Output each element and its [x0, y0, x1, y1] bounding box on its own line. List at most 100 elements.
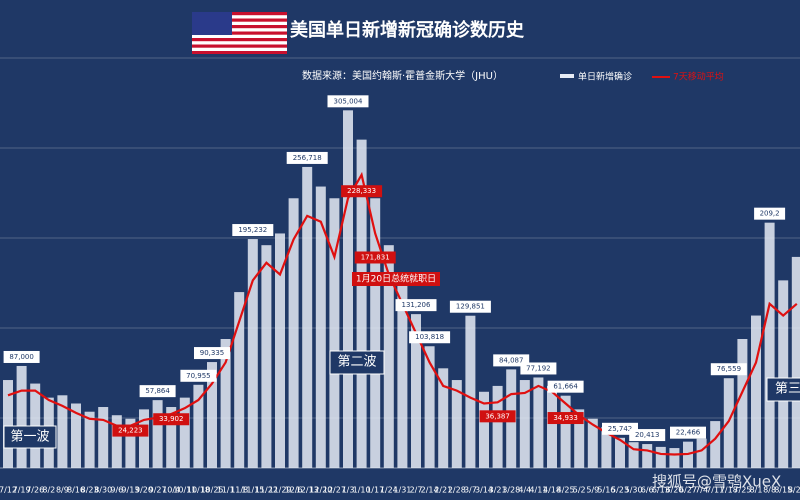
x-tick-label: 3/14 [475, 486, 493, 495]
x-tick-label: 11/29 [268, 486, 291, 495]
bar [533, 377, 544, 468]
legend-label: 7天移动平均 [673, 71, 724, 83]
x-tick-label: 8/8 [763, 486, 776, 495]
data-label-text: 61,664 [553, 383, 578, 391]
bar [111, 415, 122, 468]
x-tick-label: 12/6 [285, 486, 303, 495]
bar [370, 198, 381, 469]
bar [696, 438, 707, 468]
x-tick-label: 8/23 [81, 486, 99, 495]
data-label: 25,742 [602, 422, 638, 435]
data-label: 84,087 [493, 354, 530, 367]
data-label: 305,004 [327, 95, 369, 108]
data-label-text: 87,000 [9, 353, 34, 361]
bar [587, 418, 598, 468]
watermark: 搜狐号@雪鸮XueX [652, 473, 781, 491]
data-label: 33,902 [153, 413, 190, 426]
legend-swatch [560, 74, 574, 78]
data-label-box [3, 350, 40, 363]
data-label-text: 90,335 [200, 349, 225, 357]
bar [234, 292, 245, 468]
bar [166, 407, 177, 468]
x-tick-label: 11/15 [241, 486, 264, 495]
data-label-box [754, 207, 786, 220]
wave-text: 第一波 [10, 430, 49, 445]
bar [139, 409, 149, 468]
data-label-box [395, 299, 437, 312]
x-tick-label: 6/6 [641, 486, 654, 495]
data-label-box [153, 413, 190, 426]
bar [710, 421, 721, 468]
bar [383, 245, 394, 468]
x-tick-label: 8/2 [42, 486, 55, 495]
bar [492, 385, 503, 468]
data-label: 131,206 [395, 299, 437, 312]
x-tick-label: 11/1 [217, 486, 235, 495]
data-label-text: 57,864 [145, 387, 170, 395]
x-tick-label: 8/9 [56, 486, 69, 495]
wave-text: 第二波 [337, 355, 376, 370]
data-label-box [449, 300, 491, 313]
data-label: 61,664 [547, 380, 584, 393]
x-tick-label: 10/18 [187, 486, 210, 495]
x-tick-label: 8/22 [788, 486, 800, 495]
x-tick-label: 8/15 [774, 486, 792, 495]
x-tick-label: 2/28 [448, 486, 466, 495]
bar [519, 380, 530, 468]
x-tick-label: 1/3 [342, 486, 355, 495]
bar [601, 426, 612, 468]
x-tick-label: 12/13 [296, 486, 319, 495]
x-tick-label: 7/26 [26, 486, 44, 495]
x-tick-label: 1/31 [393, 486, 411, 495]
bar [655, 446, 666, 468]
x-tick-label: 1/17 [366, 486, 384, 495]
data-label: 22,466 [670, 426, 706, 439]
wave-label: 第一波 [3, 425, 57, 449]
data-label: 209,2 [754, 207, 786, 220]
x-tick-label: 9/6 [110, 486, 123, 495]
data-label-box [629, 429, 666, 442]
data-label: 20,413 [629, 429, 666, 442]
x-tick-label: 10/25 [200, 486, 223, 495]
data-label-box [180, 369, 217, 382]
bar [71, 403, 81, 468]
x-tick-label: 9/13 [121, 486, 139, 495]
x-tick-label: 5/30 [625, 486, 643, 495]
data-label: 76,559 [710, 363, 747, 376]
bar [628, 442, 639, 468]
bar [329, 198, 340, 469]
bar [152, 400, 163, 468]
bar [778, 280, 789, 468]
bar [302, 166, 313, 468]
x-tick-label: 2/21 [434, 486, 452, 495]
bar [574, 409, 585, 468]
x-tick-label: 6/27 [679, 486, 697, 495]
data-label-text: 22,466 [676, 429, 701, 437]
bar [451, 380, 462, 468]
data-label: 195,232 [232, 224, 274, 237]
bar [411, 314, 421, 468]
x-tick-label: 7/11 [706, 486, 724, 495]
x-tick-label: 3/28 [502, 486, 520, 495]
x-tick-label: 6/13 [652, 486, 670, 495]
bar [397, 280, 408, 468]
wave-label: 第三 [766, 377, 800, 402]
x-tick-label: 3/7 [464, 486, 477, 495]
data-label-text: 77,192 [526, 364, 551, 372]
data-label: 103,818 [409, 331, 451, 344]
data-label-box [354, 251, 396, 264]
bar [547, 385, 557, 468]
data-label: 90,335 [194, 347, 230, 360]
x-tick-label: 7/19 [13, 486, 31, 495]
data-label-box [341, 185, 383, 198]
x-tick-label: 3/21 [489, 486, 507, 495]
wave-text: 第三 [775, 382, 800, 397]
data-label-text: 256,718 [293, 154, 322, 162]
data-label-box [112, 424, 149, 437]
x-tick-label: 8/30 [94, 486, 112, 495]
data-label: 57,864 [139, 385, 176, 398]
x-tick-label: 7/4 [695, 486, 708, 495]
data-label-box [710, 363, 747, 376]
x-tick-label: 10/11 [173, 486, 196, 495]
